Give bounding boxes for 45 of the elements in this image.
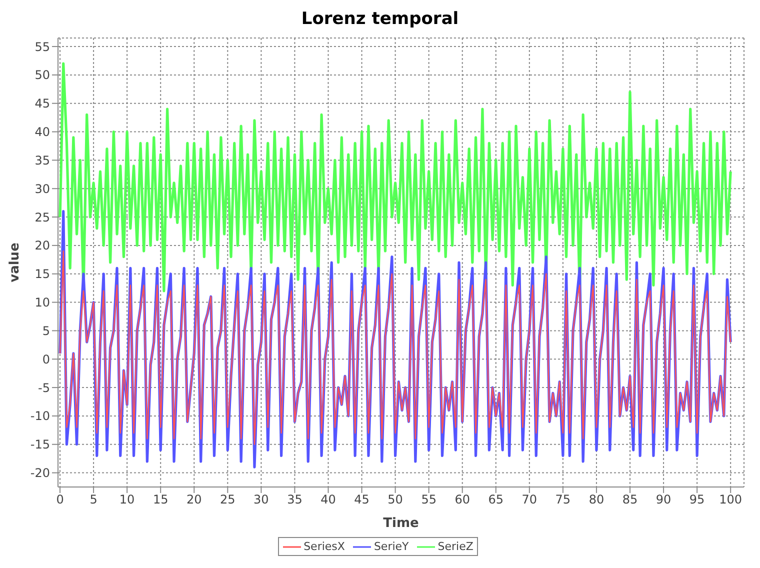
y-tick-label: -10 [30, 409, 50, 424]
y-tick-label: 45 [34, 96, 50, 111]
x-tick-label: 25 [220, 492, 236, 507]
y-tick-label: -15 [30, 438, 50, 452]
x-tick-label: 35 [287, 492, 302, 507]
y-tick-label: 20 [34, 238, 50, 253]
y-tick-label: 25 [34, 210, 50, 224]
y-tick-label: 55 [34, 40, 50, 54]
y-tick-label: 50 [34, 68, 50, 82]
x-tick-label: 55 [421, 492, 436, 507]
x-tick-label: 70 [522, 492, 538, 507]
y-tick-label: 30 [34, 182, 50, 196]
y-tick-label: 15 [34, 267, 50, 282]
x-tick-label: 60 [454, 492, 470, 507]
line-series [59, 250, 732, 445]
x-tick-label: 20 [186, 492, 202, 507]
x-tick-label: 0 [56, 492, 64, 507]
y-tick-label: -5 [38, 380, 50, 395]
x-tick-label: 45 [354, 492, 370, 507]
x-tick-label: 75 [555, 492, 571, 507]
y-tick-label: -20 [30, 466, 50, 480]
x-tick-label: 95 [689, 492, 705, 507]
y-tick-label: 5 [42, 324, 50, 338]
legend-label: SerieY [372, 540, 409, 553]
x-tick-label: 30 [254, 492, 269, 507]
y-tick-label: 0 [42, 352, 50, 366]
chart-title: Lorenz temporal [300, 8, 460, 31]
x-tick-label: 10 [119, 492, 135, 507]
x-tick-label: 15 [152, 492, 168, 507]
x-tick-label: 85 [622, 492, 638, 507]
x-tick-label: 100 [719, 492, 742, 507]
y-tick-label: 10 [34, 296, 50, 310]
x-tick-label: 65 [488, 492, 504, 507]
x-axis-title: Time [383, 516, 420, 531]
legend-label: SerieZ [436, 540, 474, 553]
y-tick-label: 40 [34, 125, 50, 140]
legend-label: SeriesX [302, 540, 345, 553]
x-tick-label: 80 [588, 492, 604, 507]
x-tick-label: 40 [320, 492, 336, 507]
x-tick-label: 50 [388, 492, 403, 507]
y-tick-label: 35 [34, 153, 50, 168]
y-axis-title: value [8, 242, 23, 282]
x-tick-label: 5 [90, 492, 98, 507]
x-tick-label: 90 [656, 492, 672, 507]
line-series [58, 62, 732, 292]
